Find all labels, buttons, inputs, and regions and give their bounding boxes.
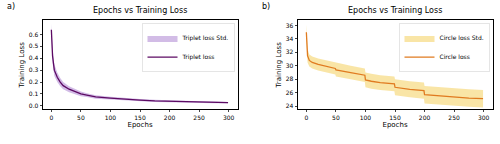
svg-text:Circle loss: Circle loss <box>440 53 470 60</box>
svg-text:50: 50 <box>77 114 85 121</box>
svg-text:Training Loss: Training Loss <box>18 42 26 89</box>
svg-text:300: 300 <box>478 114 490 121</box>
svg-text:150: 150 <box>389 114 401 121</box>
svg-text:250: 250 <box>448 114 460 121</box>
svg-text:0: 0 <box>304 114 308 121</box>
svg-text:Epochs vs Training Loss: Epochs vs Training Loss <box>348 6 442 15</box>
svg-text:Epochs: Epochs <box>382 121 407 129</box>
svg-text:24: 24 <box>286 102 294 109</box>
svg-text:32: 32 <box>286 48 294 55</box>
svg-text:250: 250 <box>193 114 205 121</box>
svg-text:0.2: 0.2 <box>29 78 39 85</box>
svg-text:Circle loss Std.: Circle loss Std. <box>440 34 484 41</box>
svg-text:0.1: 0.1 <box>29 90 39 97</box>
svg-text:Training Loss: Training Loss <box>275 42 283 89</box>
svg-text:0.0: 0.0 <box>29 102 39 109</box>
svg-text:36: 36 <box>286 22 294 29</box>
svg-text:300: 300 <box>223 114 235 121</box>
svg-text:Epochs: Epochs <box>127 121 152 129</box>
svg-text:0.4: 0.4 <box>29 54 39 61</box>
svg-text:b): b) <box>262 2 270 11</box>
svg-text:30: 30 <box>286 62 294 69</box>
svg-text:50: 50 <box>332 114 340 121</box>
svg-text:28: 28 <box>286 75 294 82</box>
svg-text:Triplet loss Std.: Triplet loss Std. <box>182 34 229 42</box>
svg-text:100: 100 <box>105 114 117 121</box>
svg-text:0: 0 <box>49 114 53 121</box>
svg-text:34: 34 <box>286 35 294 42</box>
svg-text:150: 150 <box>134 114 146 121</box>
svg-text:26: 26 <box>286 89 294 96</box>
svg-text:0.3: 0.3 <box>29 66 39 73</box>
svg-text:200: 200 <box>164 114 176 121</box>
svg-text:100: 100 <box>360 114 372 121</box>
svg-text:Epochs vs Training Loss: Epochs vs Training Loss <box>93 6 187 15</box>
svg-text:a): a) <box>7 2 15 11</box>
svg-text:0.6: 0.6 <box>29 31 39 38</box>
svg-text:200: 200 <box>419 114 431 121</box>
svg-text:0.5: 0.5 <box>29 42 39 49</box>
svg-text:Triplet loss: Triplet loss <box>182 53 215 61</box>
